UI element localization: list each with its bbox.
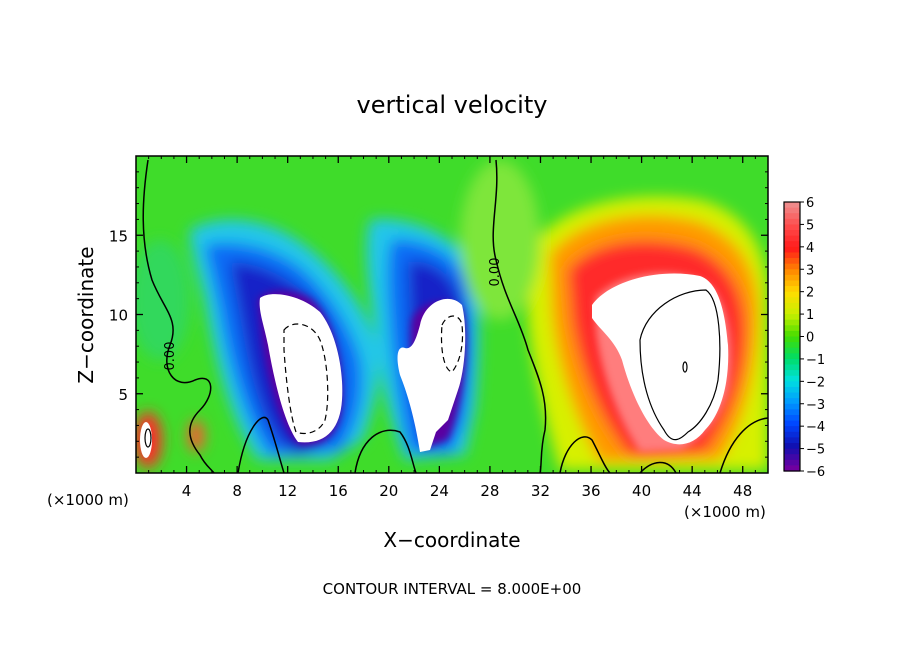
velocity-field <box>136 156 768 473</box>
colorbar-tick-label: −4 <box>806 420 825 435</box>
colorbar-swatch <box>784 347 800 354</box>
y-axis-label: Z−coordinate <box>74 246 98 383</box>
colorbar-swatch <box>784 207 800 214</box>
x-tick-label: 44 <box>683 482 702 500</box>
x-tick-label: 24 <box>430 482 449 500</box>
colorbar-tick-label: −5 <box>806 443 825 458</box>
colorbar-swatch <box>784 274 800 282</box>
colorbar-tick-label: 5 <box>806 218 814 233</box>
y-tick-label: 15 <box>109 227 128 245</box>
chart-title: vertical velocity <box>357 91 548 119</box>
x-tick-label: 28 <box>480 482 499 500</box>
x-tick-label: 12 <box>278 482 297 500</box>
colorbar-swatch <box>784 420 800 427</box>
x-tick-label: 16 <box>329 482 348 500</box>
colorbar-swatch <box>784 358 800 366</box>
colorbar-tick-label: −6 <box>806 465 825 480</box>
colorbar-swatch <box>784 336 800 343</box>
colorbar-swatch <box>784 325 800 332</box>
x-unit-right: (×1000 m) <box>684 503 766 521</box>
colorbar-swatch <box>784 381 800 388</box>
x-tick-label: 48 <box>733 482 752 500</box>
colorbar-swatch <box>784 213 800 220</box>
colorbar-swatch <box>784 403 800 410</box>
colorbar-swatch <box>784 263 800 270</box>
colorbar-swatch <box>784 280 800 287</box>
colorbar-tick-label: −2 <box>806 375 825 390</box>
colorbar-tick-label: −1 <box>806 353 825 368</box>
colorbar-tick-label: 0 <box>806 331 814 346</box>
colorbar-swatch <box>784 448 800 455</box>
colorbar-swatch <box>784 258 800 265</box>
colorbar-swatch <box>784 224 800 231</box>
colorbar-swatch <box>784 286 800 293</box>
colorbar-swatch <box>784 269 800 276</box>
colorbar-swatch <box>784 319 800 326</box>
colorbar-swatch <box>784 375 800 382</box>
x-tick-label: 20 <box>379 482 398 500</box>
zero-contour-label-2: 0.00 <box>488 258 503 287</box>
colorbar-swatch <box>784 202 800 209</box>
x-axis-label: X−coordinate <box>383 528 520 552</box>
x-tick-label: 40 <box>632 482 651 500</box>
colorbar-swatch <box>784 392 800 399</box>
colorbar-swatch <box>784 241 800 248</box>
colorbar-swatch <box>784 302 800 310</box>
zero-contour-label-1: 0.00 <box>163 342 178 371</box>
colorbar-tick-label: 3 <box>806 263 814 278</box>
colorbar-swatch <box>784 252 800 259</box>
x-axis-ticks: 4 8 12 16 20 24 28 32 36 40 44 48 <box>148 156 756 500</box>
colorbar-swatch <box>784 297 800 304</box>
colorbar-swatch <box>784 386 800 394</box>
x-tick-label: 32 <box>531 482 550 500</box>
colorbar-swatch <box>784 364 800 371</box>
colorbar-tick-label: 2 <box>806 286 814 301</box>
colorbar-swatch <box>784 218 800 226</box>
colorbar-swatch <box>784 437 800 444</box>
y-axis-ticks: 5 10 15 <box>109 171 768 458</box>
colorbar-swatch <box>784 426 800 433</box>
y-tick-label: 5 <box>118 386 128 404</box>
colorbar-swatch <box>784 246 800 254</box>
colorbar-swatch <box>784 235 800 242</box>
contour-interval-footer: CONTOUR INTERVAL = 8.000E+00 <box>323 580 582 598</box>
colorbar-swatch <box>784 465 800 472</box>
colorbar-tick-label: 6 <box>806 196 814 211</box>
x-tick-label: 4 <box>182 482 192 500</box>
colorbar-swatch <box>784 442 800 450</box>
colorbar-swatch <box>784 431 800 438</box>
colorbar-swatch <box>784 330 800 338</box>
colorbar-swatch <box>784 370 800 377</box>
x-tick-label: 36 <box>581 482 600 500</box>
colorbar-tick-label: −3 <box>806 398 825 413</box>
colorbar-swatch <box>784 308 800 315</box>
colorbar-tick-label: 4 <box>806 241 814 256</box>
colorbar-swatch <box>784 414 800 422</box>
colorbar-swatch <box>784 459 800 466</box>
colorbar-swatch <box>784 454 800 461</box>
colorbar-swatch <box>784 314 800 321</box>
colorbar-swatch <box>784 230 800 237</box>
colorbar-swatch <box>784 342 800 349</box>
colorbar-swatch <box>784 353 800 360</box>
colorbar-swatch <box>784 398 800 405</box>
y-tick-label: 10 <box>109 307 128 325</box>
colorbar-tick-label: 1 <box>806 308 814 323</box>
x-unit-left: (×1000 m) <box>47 491 129 509</box>
colorbar: 6 5 4 3 2 1 0 −1 −2 −3 −4 −5 −6 <box>783 196 825 480</box>
colorbar-swatch <box>784 291 800 298</box>
colorbar-swatch <box>784 409 800 416</box>
x-tick-label: 8 <box>232 482 242 500</box>
